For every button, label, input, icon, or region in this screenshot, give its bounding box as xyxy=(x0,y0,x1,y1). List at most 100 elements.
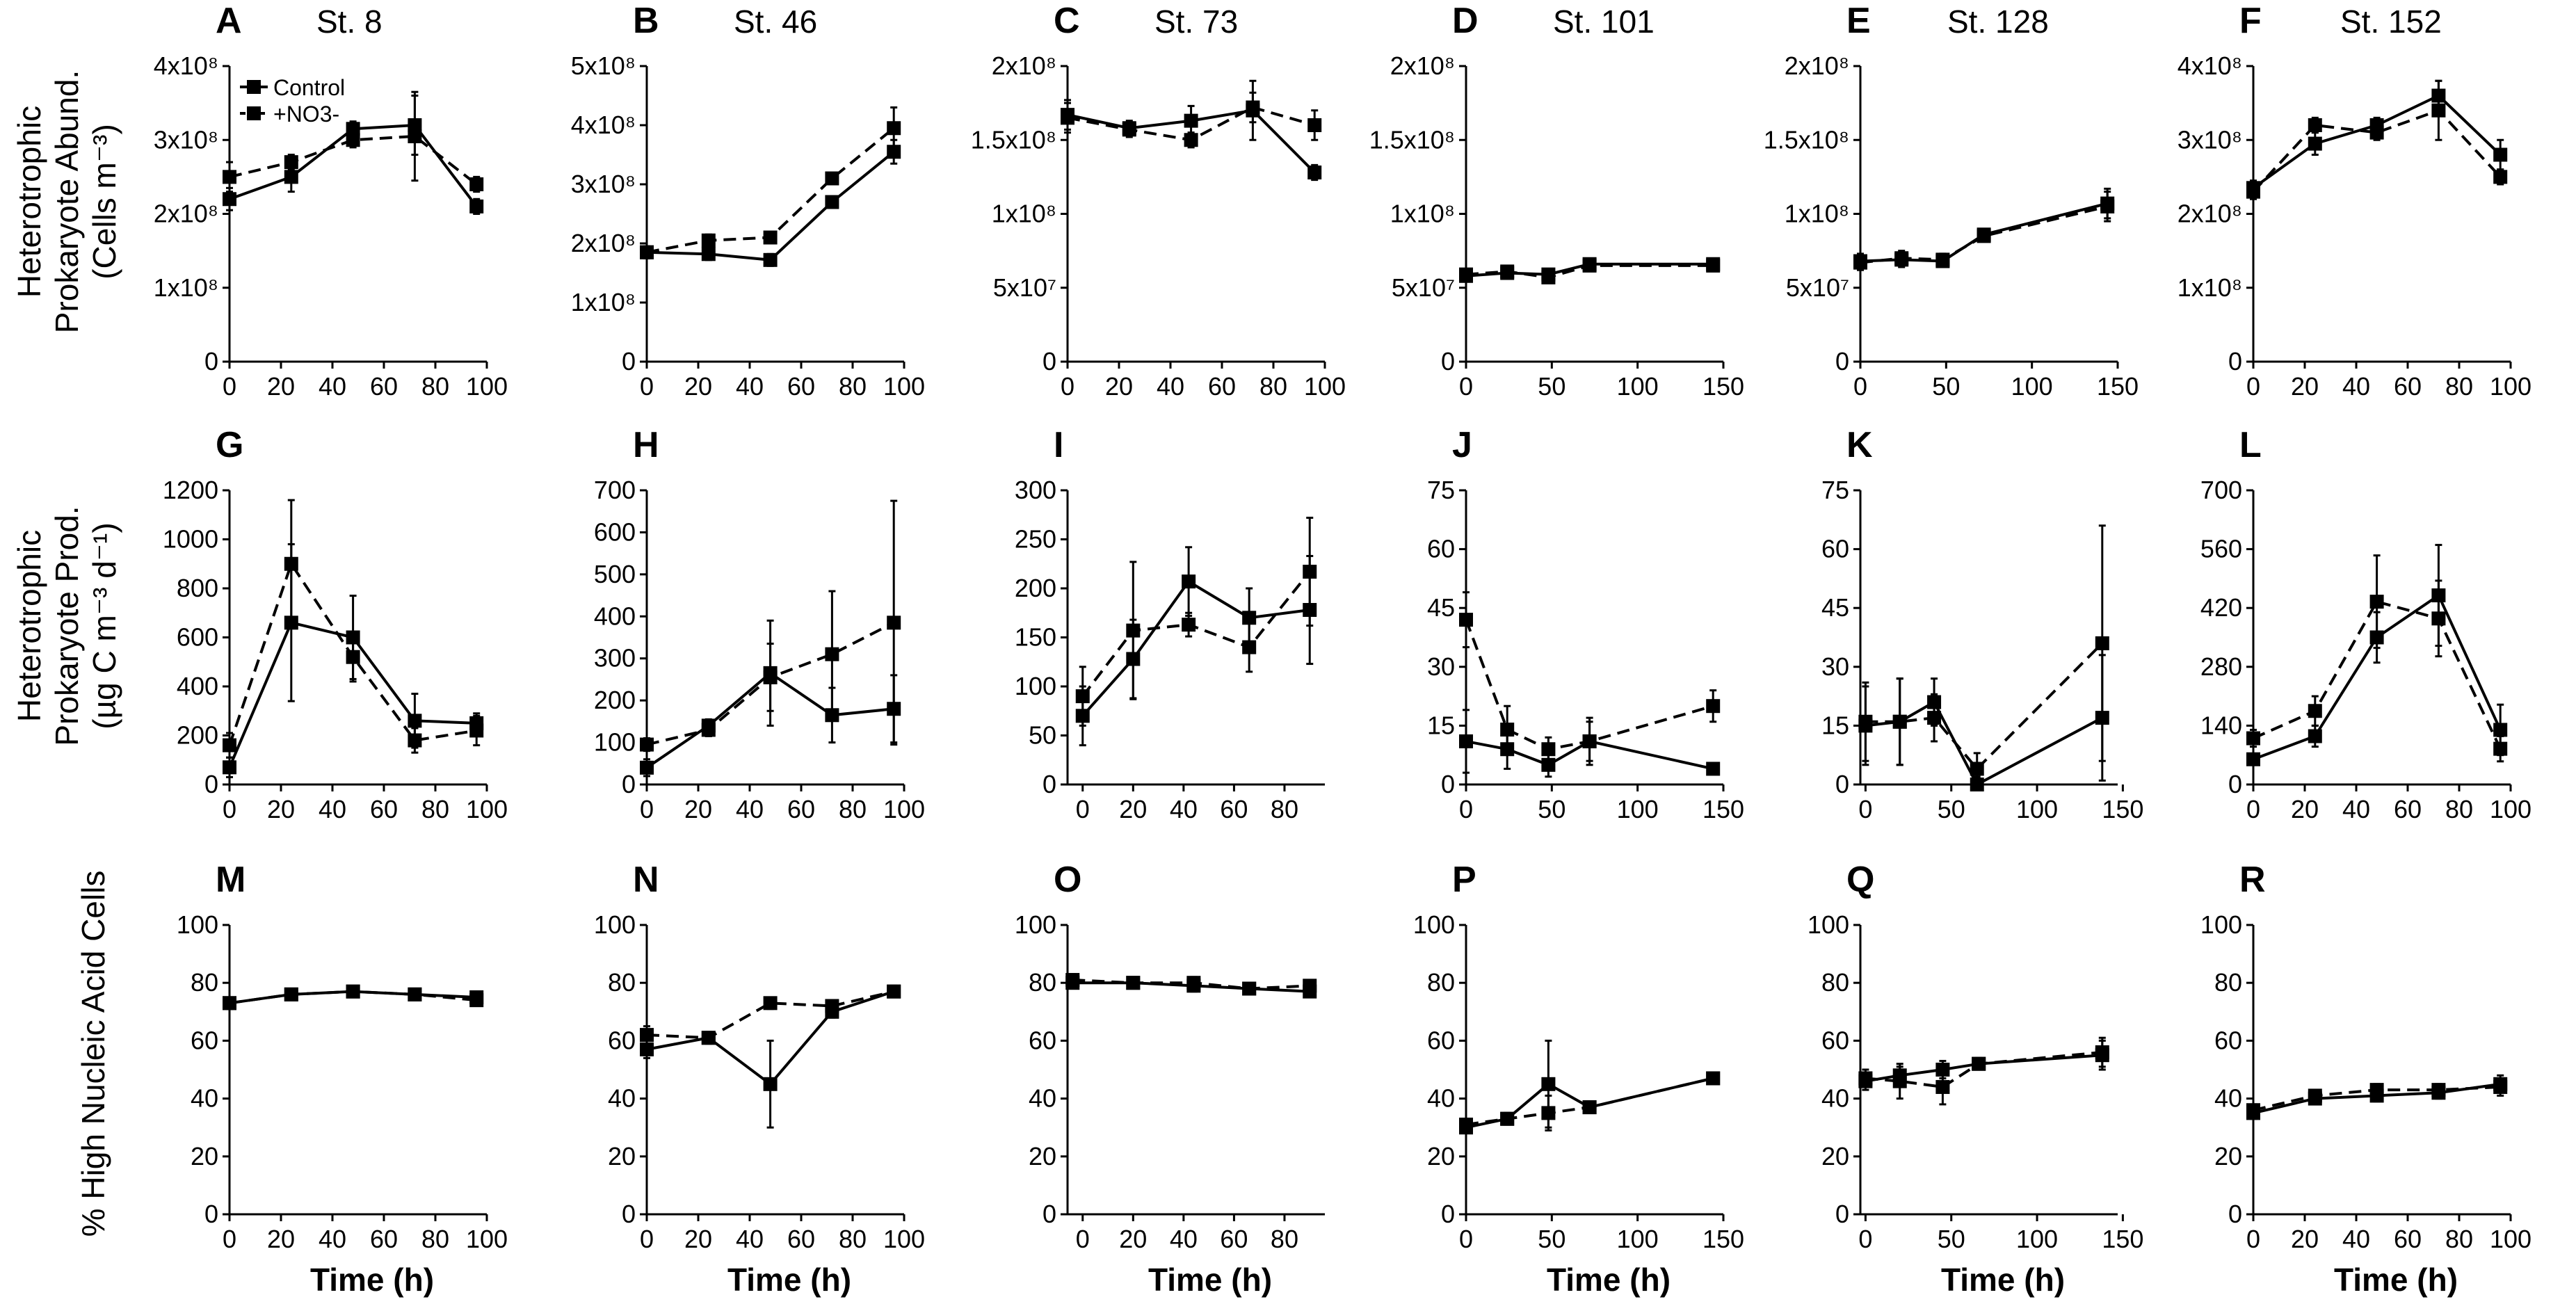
panel-Q: Q 0 20 40 60 80 100 0 50 100 150 Time (h) xyxy=(1808,860,2144,1298)
data-point xyxy=(2308,704,2322,718)
data-point xyxy=(1126,623,1141,638)
data-point xyxy=(2369,1083,2384,1097)
x-tick-label: 0 xyxy=(1858,1225,1872,1253)
panel-F: F St. 152 0 1x10⁸ 2x10⁸ 3x10⁸ 4x10⁸ 0 20 40 60 80 10… xyxy=(2177,1,2531,401)
panel-letter: C xyxy=(1054,1,1080,41)
data-point xyxy=(1970,762,1984,776)
data-point xyxy=(887,615,901,630)
data-point xyxy=(825,999,839,1013)
series-control xyxy=(640,138,901,267)
panel-L: L 0 140 280 420 560 700 0 20 40 60 80 100 xyxy=(2200,425,2531,823)
data-point xyxy=(2308,136,2322,151)
series-nitrate xyxy=(1065,973,1317,996)
y-tick-label: 5x10⁷ xyxy=(993,273,1056,302)
x-tick-label: 0 xyxy=(1853,372,1867,401)
data-point xyxy=(1459,613,1473,627)
y-tick-label: 60 xyxy=(1821,535,1849,563)
y-tick-label: 800 xyxy=(177,574,218,602)
data-point xyxy=(1184,113,1198,128)
data-point xyxy=(1242,611,1257,625)
y-tick-label: 600 xyxy=(594,517,636,546)
x-tick-label: 40 xyxy=(1170,795,1198,823)
row-label-hna: % High Nucleic Acid Cells xyxy=(75,871,111,1237)
y-tick-label: 500 xyxy=(594,560,636,588)
data-point xyxy=(1061,111,1074,125)
y-tick-label: 40 xyxy=(191,1084,218,1113)
data-point xyxy=(1242,981,1257,996)
series-nitrate xyxy=(2246,1077,2508,1118)
panel-N: N 0 20 40 60 80 100 0 20 40 60 80 100 Time (h) xyxy=(594,860,925,1298)
panel-title: St. 46 xyxy=(734,3,817,40)
data-point xyxy=(2431,103,2446,118)
y-tick-label: 2x10⁸ xyxy=(992,51,1056,80)
y-tick-label: 40 xyxy=(2214,1084,2242,1113)
x-tick-label: 80 xyxy=(1271,1225,1298,1253)
series-nitrate xyxy=(640,106,901,259)
y-tick-label: 100 xyxy=(594,910,636,939)
series-control xyxy=(1853,187,2115,270)
data-point xyxy=(1858,714,1873,729)
x-tick-label: 0 xyxy=(2246,1225,2260,1253)
panel-H: H 0 100 200 300 400 500 600 700 0 20 40 60 80 100 xyxy=(594,425,925,823)
series-nitrate xyxy=(1459,591,1721,766)
series-control xyxy=(1459,1039,1721,1135)
data-point xyxy=(1853,255,1867,270)
y-tick-label: 75 xyxy=(1427,476,1455,504)
y-tick-label: 80 xyxy=(191,968,218,997)
data-point xyxy=(1706,258,1721,273)
x-tick-label: 0 xyxy=(1076,795,1090,823)
x-tick-label: 100 xyxy=(1304,372,1346,401)
data-point xyxy=(1303,979,1317,993)
x-tick-label: 100 xyxy=(2490,1225,2531,1253)
x-tick-label: 60 xyxy=(370,372,398,401)
y-tick-label: 3x10⁸ xyxy=(154,125,218,154)
x-tick-label: 40 xyxy=(1170,1225,1198,1253)
data-point xyxy=(2246,752,2260,766)
panel-title: St. 128 xyxy=(1947,3,2049,40)
x-tick-label: 20 xyxy=(267,795,295,823)
y-tick-label: 100 xyxy=(1015,672,1056,700)
y-tick-label: 2x10⁸ xyxy=(1785,51,1849,80)
panel-P: P 0 20 40 60 80 100 0 50 100 150 Time (h) xyxy=(1413,860,1744,1298)
data-point xyxy=(408,714,422,728)
x-tick-label: 0 xyxy=(640,795,654,823)
panel-J: J 0 15 30 45 60 75 0 50 100 150 xyxy=(1427,425,1744,823)
data-point xyxy=(284,155,298,170)
data-point xyxy=(284,170,298,184)
y-tick-label: 60 xyxy=(1029,1026,1056,1054)
y-tick-label: 0 xyxy=(2228,347,2242,376)
x-tick-label: 40 xyxy=(319,795,346,823)
y-tick-label: 700 xyxy=(594,476,636,504)
data-point xyxy=(284,987,298,1001)
x-tick-label: 20 xyxy=(684,372,712,401)
x-tick-label: 0 xyxy=(2246,372,2260,401)
y-tick-label: 40 xyxy=(1029,1084,1056,1113)
data-point xyxy=(2493,723,2508,737)
x-tick-label: 150 xyxy=(1702,1225,1744,1253)
x-tick-label: 40 xyxy=(319,1225,346,1253)
x-tick-label: 100 xyxy=(883,795,925,823)
data-point xyxy=(763,1077,778,1091)
data-point xyxy=(346,650,360,664)
x-tick-label: 100 xyxy=(883,372,925,401)
x-tick-label: 0 xyxy=(223,372,236,401)
x-tick-label: 0 xyxy=(1061,372,1074,401)
y-tick-label: 280 xyxy=(2200,652,2242,681)
panel-B: B St. 46 0 1x10⁸ 2x10⁸ 3x10⁸ 4x10⁸ 5x10⁸ 0 20 40 60… xyxy=(571,1,925,401)
y-tick-label: 100 xyxy=(1413,910,1455,939)
panel-M: M 0 20 40 60 80 100 0 20 40 60 80 100 Time (h) xyxy=(177,860,508,1298)
panel-K: K 0 15 30 45 60 75 0 50 100 150 xyxy=(1821,425,2143,823)
row-label-production-line3: (µg C m⁻³ d⁻¹) xyxy=(86,522,122,729)
y-tick-label: 150 xyxy=(1015,623,1056,652)
x-tick-label: 150 xyxy=(1702,795,1744,823)
data-point xyxy=(1541,1077,1556,1091)
y-tick-label: 1x10⁸ xyxy=(2177,273,2242,302)
y-tick-label: 40 xyxy=(1821,1084,1849,1113)
row-label-production-line1: Heterotrophic xyxy=(11,530,47,722)
panel-A: A St. 8 0 1x10⁸ 2x10⁸ 3x10⁸ 4x10⁸ 0 20 40 60 80 100 C… xyxy=(154,1,508,401)
x-tick-label: 50 xyxy=(1938,1225,1965,1253)
data-point xyxy=(284,556,298,571)
x-tick-label: 40 xyxy=(2342,795,2370,823)
data-point xyxy=(825,647,839,661)
